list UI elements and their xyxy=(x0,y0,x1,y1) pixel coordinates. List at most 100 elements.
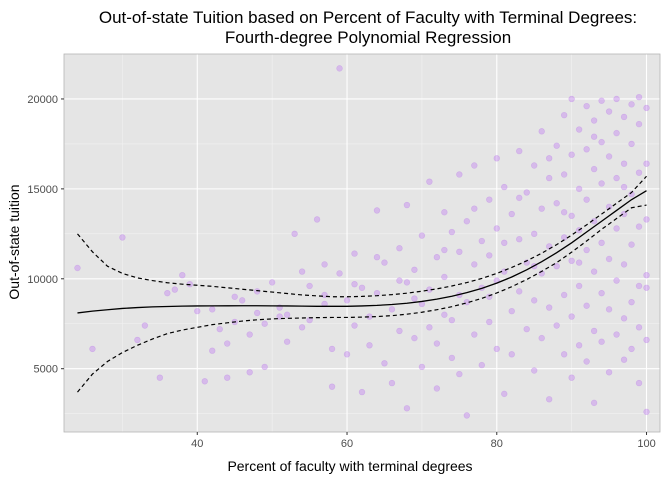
scatter-point xyxy=(531,162,538,169)
scatter-point xyxy=(531,297,538,304)
scatter-point xyxy=(134,336,141,344)
scatter-point xyxy=(583,246,590,254)
scatter-point xyxy=(486,196,493,203)
chart-title-line-1: Out-of-state Tuition based on Percent of… xyxy=(99,8,637,27)
scatter-point xyxy=(545,304,553,311)
scatter-point xyxy=(426,324,433,331)
scatter-point xyxy=(523,189,530,196)
scatter-point xyxy=(351,280,358,288)
scatter-point xyxy=(598,239,605,247)
scatter-point xyxy=(253,309,261,317)
scatter-point xyxy=(501,390,508,398)
scatter-point xyxy=(523,325,530,333)
scatter-point xyxy=(433,385,441,392)
scatter-point xyxy=(381,259,388,266)
scatter-point xyxy=(463,218,471,225)
scatter-point xyxy=(351,250,358,257)
scatter-point xyxy=(620,113,628,121)
scatter-point xyxy=(635,223,643,230)
scatter-point xyxy=(268,279,276,286)
scatter-point xyxy=(545,174,553,182)
scatter-point xyxy=(635,120,643,128)
scatter-point xyxy=(366,342,373,349)
scatter-point xyxy=(605,255,613,263)
scatter-point xyxy=(635,282,643,290)
upper-confidence-line xyxy=(77,175,647,298)
scatter-point xyxy=(613,174,620,182)
scatter-point xyxy=(583,196,590,203)
scatter-point xyxy=(456,248,463,256)
scatter-point xyxy=(531,367,538,374)
scatter-point xyxy=(643,336,650,344)
scatter-point xyxy=(590,399,598,407)
scatter-point xyxy=(336,270,343,277)
scatter-points xyxy=(74,65,650,419)
scatter-point xyxy=(246,331,253,338)
grid-major xyxy=(64,54,660,432)
grid-minor xyxy=(64,54,660,432)
scatter-point xyxy=(141,322,149,329)
scatter-point xyxy=(486,252,493,259)
scatter-point xyxy=(598,338,605,345)
scatter-point xyxy=(433,254,441,261)
scatter-point xyxy=(74,264,81,272)
lower-confidence-line xyxy=(77,204,647,393)
scatter-point xyxy=(598,138,605,146)
y-tick-label: 10000 xyxy=(27,274,58,286)
scatter-point xyxy=(575,282,583,290)
scatter-point xyxy=(441,273,448,281)
scatter-point xyxy=(456,171,463,178)
scatter-point xyxy=(605,306,613,313)
scatter-point xyxy=(568,313,575,320)
scatter-point xyxy=(605,369,613,376)
scatter-point xyxy=(373,254,381,261)
scatter-point xyxy=(283,338,291,345)
scatter-point xyxy=(388,306,396,313)
chart-title-line-2: Fourth-degree Polynomial Regression xyxy=(225,28,511,47)
scatter-point xyxy=(538,128,545,135)
scatter-point xyxy=(628,298,635,306)
scatter-point xyxy=(358,388,366,396)
scatter-point xyxy=(224,340,231,347)
scatter-point xyxy=(403,201,411,209)
scatter-point xyxy=(575,259,583,266)
scatter-point xyxy=(620,356,628,363)
scatter-point xyxy=(568,374,575,381)
scatter-point xyxy=(635,379,643,387)
scatter-point xyxy=(501,183,508,191)
scatter-point xyxy=(560,111,568,119)
scatter-point xyxy=(164,289,171,297)
scatter-point xyxy=(216,325,223,333)
x-tick-label: 80 xyxy=(491,438,503,450)
scatter-point xyxy=(628,101,635,108)
scatter-point xyxy=(441,311,448,318)
scatter-point xyxy=(328,345,336,353)
scatter-point xyxy=(448,228,456,236)
scatter-point xyxy=(613,331,620,338)
scatter-point xyxy=(261,320,268,327)
scatter-point xyxy=(635,93,643,101)
scatter-point xyxy=(620,160,628,167)
scatter-point xyxy=(590,165,598,173)
scatter-point xyxy=(403,279,411,286)
scatter-point xyxy=(568,151,575,158)
x-tick-label: 40 xyxy=(191,438,203,450)
y-tick-label: 15000 xyxy=(27,184,58,196)
scatter-point xyxy=(283,311,291,318)
scatter-point xyxy=(545,155,553,162)
scatter-point xyxy=(471,331,478,338)
scatter-point xyxy=(493,345,500,353)
scatter-point xyxy=(598,289,605,297)
scatter-point xyxy=(553,200,560,207)
scatter-point xyxy=(538,334,545,342)
scatter-point xyxy=(613,277,620,284)
scatter-point xyxy=(448,316,456,324)
scatter-point xyxy=(171,286,179,293)
scatter-point xyxy=(590,133,598,140)
scatter-point xyxy=(590,117,598,124)
scatter-point xyxy=(156,374,164,381)
scatter-point xyxy=(328,383,336,390)
scatter-point xyxy=(605,153,613,160)
scatter-point xyxy=(396,245,403,252)
x-axis-ticks: 40 60 80 100 xyxy=(191,432,656,450)
